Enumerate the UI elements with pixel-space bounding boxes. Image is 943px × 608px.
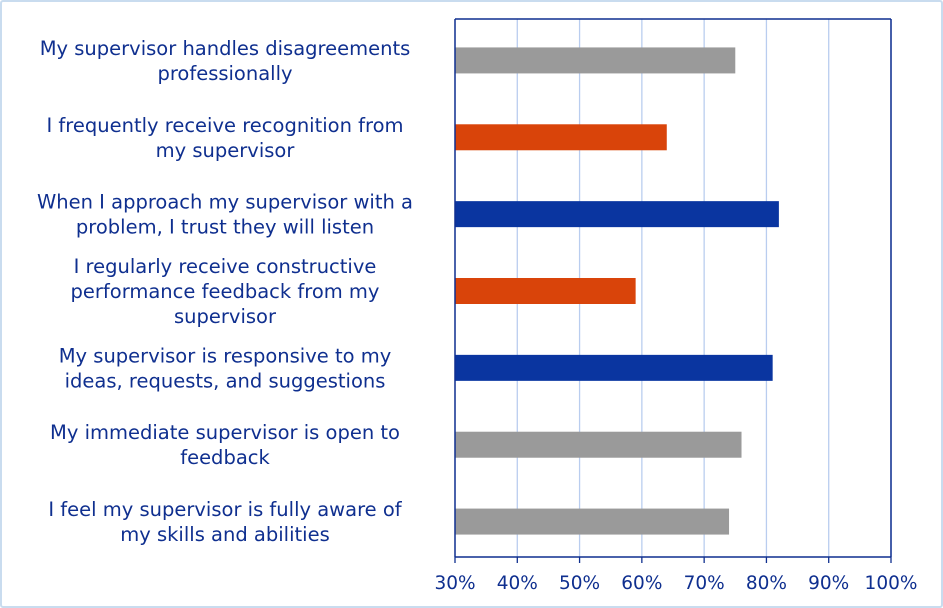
bar: [455, 508, 730, 535]
x-tick-label: 90%: [808, 573, 849, 594]
category-label-line: My supervisor is responsive to my: [59, 344, 392, 367]
category-label-line: When I approach my supervisor with a: [37, 191, 413, 214]
bar: [455, 124, 667, 151]
tick-labels: 30% 40% 50% 60% 70% 80% 90% 100%: [434, 573, 917, 594]
category-labels: My supervisor handles disagreements profe…: [37, 37, 413, 546]
bar: [455, 431, 742, 458]
category-label-line: I feel my supervisor is fully aware of: [48, 498, 402, 521]
category-label: I feel my supervisor is fully aware of my…: [48, 498, 402, 546]
bar: [455, 47, 736, 74]
x-tick-label: 80%: [746, 573, 787, 594]
category-label: I regularly receive constructive performa…: [71, 255, 380, 328]
bars: [455, 47, 779, 535]
bar: [455, 278, 636, 304]
x-tick-label: 30%: [434, 573, 475, 594]
axes: [454, 18, 892, 563]
category-label: I frequently receive recognition from my …: [46, 114, 403, 162]
category-label-line: my skills and abilities: [120, 523, 329, 546]
bar: [455, 201, 779, 228]
x-tick-label: 100%: [865, 573, 918, 594]
category-label: My immediate supervisor is open to feedba…: [50, 421, 400, 469]
category-label-line: My supervisor handles disagreements: [40, 37, 411, 60]
category-label-line: feedback: [180, 446, 270, 469]
category-label-line: problem, I trust they will listen: [76, 216, 374, 239]
category-label-line: my supervisor: [156, 139, 296, 162]
x-tick-label: 60%: [621, 573, 662, 594]
category-label-line: supervisor: [174, 305, 277, 328]
category-label-line: ideas, requests, and suggestions: [65, 369, 386, 392]
category-label-line: professionally: [157, 62, 292, 85]
category-label-line: My immediate supervisor is open to: [50, 421, 400, 444]
x-tick-label: 40%: [497, 573, 538, 594]
category-label-line: performance feedback from my: [71, 280, 380, 303]
category-label-line: I regularly receive constructive: [74, 255, 377, 278]
category-label-line: I frequently receive recognition from: [46, 114, 403, 137]
x-tick-label: 70%: [684, 573, 725, 594]
x-tick-label: 50%: [559, 573, 600, 594]
bar: [455, 354, 773, 381]
category-label: My supervisor handles disagreements profe…: [40, 37, 411, 85]
category-label: When I approach my supervisor with a prob…: [37, 191, 413, 239]
category-label: My supervisor is responsive to my ideas, …: [59, 344, 392, 392]
